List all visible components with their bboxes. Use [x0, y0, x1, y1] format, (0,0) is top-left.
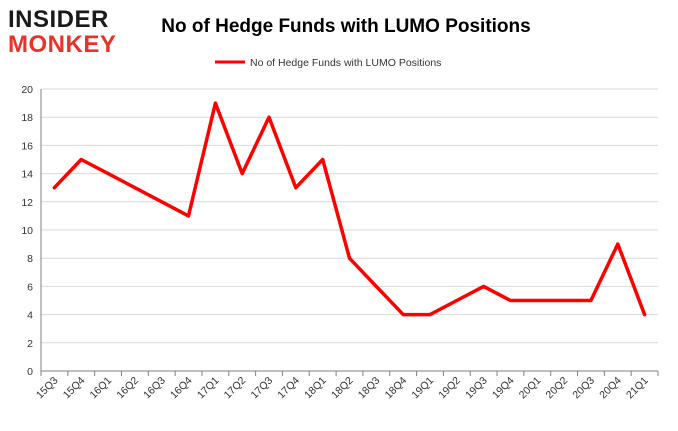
- y-tick-label: 2: [27, 338, 33, 350]
- logo-line-monkey: MONKEY: [8, 31, 117, 58]
- y-tick-label: 20: [21, 84, 33, 96]
- x-tick-label: 18Q3: [356, 375, 383, 402]
- data-point: [187, 214, 191, 218]
- data-point: [321, 158, 325, 161]
- data-point: [160, 200, 164, 204]
- series-line: [52, 101, 647, 317]
- x-tick-label: 18Q4: [383, 375, 410, 402]
- y-tick-label: 8: [27, 253, 33, 265]
- x-tick-label: 16Q2: [114, 375, 141, 402]
- y-tick-label: 6: [27, 281, 33, 293]
- x-tick-label: 16Q3: [141, 375, 168, 402]
- y-tick-label: 18: [21, 112, 33, 124]
- y-tick-label: 16: [21, 140, 33, 152]
- x-tick-label: 19Q1: [409, 375, 436, 402]
- data-point: [562, 299, 566, 302]
- x-tick-label: 16Q1: [88, 375, 115, 402]
- series-layer: [52, 101, 647, 317]
- legend-label: No of Hedge Funds with LUMO Positions: [250, 57, 441, 69]
- chart-title: No of Hedge Funds with LUMO Positions: [161, 16, 531, 37]
- x-tick-label: 17Q4: [275, 375, 302, 402]
- y-tick-label: 0: [27, 366, 33, 378]
- gridlines: [41, 88, 658, 344]
- x-tick-label: 17Q3: [248, 375, 275, 402]
- data-point: [240, 172, 244, 176]
- x-tick-label: 20Q2: [544, 375, 571, 402]
- x-tick-label: 20Q4: [597, 375, 624, 402]
- data-point: [535, 299, 539, 302]
- data-point: [643, 313, 647, 317]
- data-point: [374, 284, 378, 288]
- data-point: [52, 186, 56, 190]
- x-tick-label: 21Q1: [624, 375, 651, 402]
- data-point: [455, 299, 459, 302]
- x-tick-label: 16Q4: [168, 375, 195, 402]
- insider-monkey-logo: INSIDER MONKEY: [8, 8, 128, 58]
- x-tick-label: 18Q1: [302, 375, 329, 402]
- x-tick-label: 19Q4: [490, 375, 517, 402]
- logo-line-insider: INSIDER: [8, 6, 109, 33]
- data-point: [401, 313, 405, 317]
- x-tick-label: 15Q3: [34, 375, 61, 402]
- data-point: [79, 158, 83, 161]
- x-tick-label: 20Q1: [517, 375, 544, 402]
- data-point: [106, 172, 110, 176]
- data-point: [294, 186, 298, 190]
- y-tick-label: 12: [21, 197, 33, 209]
- y-tick-label: 10: [21, 225, 33, 237]
- data-point: [213, 101, 217, 105]
- y-axis-ticks: 0 2 4 6 8 10 12 14 16 18 20: [21, 84, 33, 378]
- y-tick-label: 14: [21, 169, 33, 181]
- x-tick-label: 19Q3: [463, 375, 490, 402]
- x-tick-label: 19Q2: [436, 375, 463, 402]
- axes: [40, 89, 658, 372]
- x-tick-label: 17Q1: [195, 375, 222, 402]
- x-tick-label: 18Q2: [329, 375, 356, 402]
- data-point: [616, 242, 620, 246]
- x-tick-label: 17Q2: [222, 375, 249, 402]
- legend: No of Hedge Funds with LUMO Positions: [215, 57, 441, 69]
- x-tick-label: 15Q4: [61, 375, 88, 402]
- data-point: [348, 256, 351, 260]
- x-tick-label: 20Q3: [570, 375, 597, 402]
- data-point: [133, 186, 137, 190]
- data-point: [508, 299, 512, 302]
- data-point: [589, 299, 593, 302]
- y-tick-label: 4: [27, 310, 33, 322]
- data-point: [482, 284, 486, 288]
- x-axis-ticks: 15Q3 15Q4 16Q1 16Q2 16Q3 16Q4 17Q1 17Q2 17Q3 17Q4…: [34, 371, 659, 402]
- data-point: [267, 115, 271, 119]
- data-point: [428, 313, 432, 317]
